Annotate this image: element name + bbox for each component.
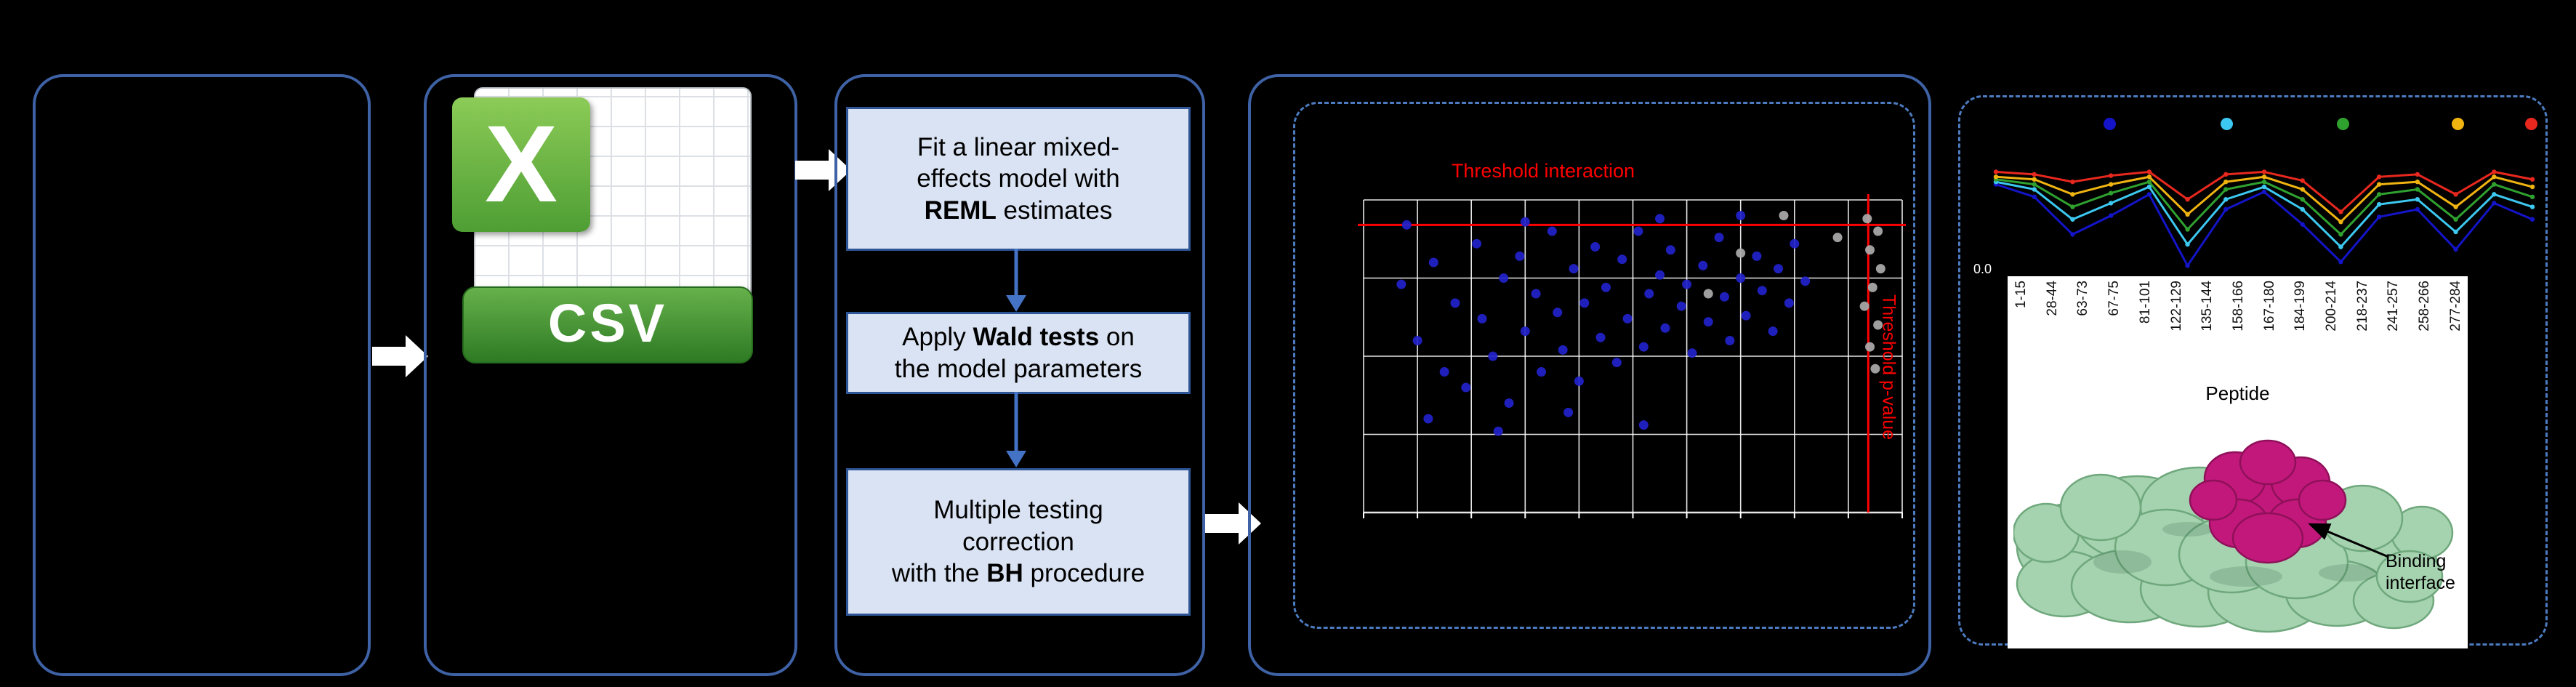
peptide-tick-label: 184-199 <box>2293 281 2309 332</box>
csv-banner-label: CSV <box>462 286 753 363</box>
uptake-line-chart <box>1990 109 2540 280</box>
peptide-tick-label: 277-284 <box>2447 281 2463 332</box>
step-text-line: REML estimates <box>924 196 1113 225</box>
binding-interface-label: Binding interface <box>2386 551 2455 593</box>
step-text-line: Multiple testing <box>933 496 1103 525</box>
peptide-tick-label: 258-266 <box>2417 281 2433 332</box>
series-legend-dot <box>2104 118 2116 130</box>
peptide-tick-label: 218-237 <box>2354 281 2370 332</box>
input-panel <box>33 74 371 676</box>
scatter-plot-svg <box>1358 194 1906 518</box>
peptide-tick-label: 135-144 <box>2199 281 2215 332</box>
result-white-box: 1-15 28-44 63-73 67-75 81-101 122-129 135-144 1… <box>2008 276 2468 648</box>
peptide-tick-label: 241-257 <box>2386 281 2402 332</box>
y-axis-tick-label: 0.0 <box>1973 262 1992 276</box>
peptide-tick-label: 158-166 <box>2230 281 2246 332</box>
peptide-tick-label: 167-180 <box>2261 281 2277 332</box>
step-bh-box: Multiple testing correction with the BH pr… <box>846 468 1191 616</box>
threshold-interaction-label: Threshold interaction <box>1451 160 1635 182</box>
excel-x-logo: X <box>452 97 590 232</box>
csv-file-icon: X CSV <box>452 81 759 372</box>
peptide-tick-label: 28-44 <box>2044 281 2060 316</box>
step-text-line: Apply Wald tests on <box>902 323 1135 352</box>
scatter-plot <box>1358 194 1906 518</box>
uptake-line-chart-svg <box>1993 169 2535 268</box>
peptide-tick-label: 67-75 <box>2106 281 2122 316</box>
flow-arrow-icon <box>1205 502 1261 545</box>
down-arrow-icon <box>1006 249 1026 312</box>
series-legend-dot <box>2452 118 2464 130</box>
peptide-tick-label: 63-73 <box>2075 281 2091 316</box>
series-legend-dot <box>2525 118 2537 130</box>
step-text-line: the model parameters <box>894 354 1143 383</box>
scatter-dashed-frame <box>1293 102 1915 629</box>
scatter-panel <box>1248 74 1931 676</box>
step-text-line: Fit a linear mixed- <box>917 132 1120 161</box>
csv-panel <box>424 74 797 676</box>
threshold-pvalue-label: Threshold p-value <box>1878 294 1899 441</box>
step-text-line: with the BH procedure <box>891 559 1146 588</box>
step-wald-box: Apply Wald tests on the model parameters <box>846 312 1191 394</box>
step-text-line: effects model with <box>917 164 1120 193</box>
peptide-tick-label: 1-15 <box>2013 281 2029 309</box>
protein-structure-image <box>2013 439 2454 633</box>
peptide-axis-title: Peptide <box>2205 382 2270 404</box>
flow-arrow-icon <box>372 335 428 377</box>
step-text-line: correction <box>962 527 1074 556</box>
series-legend <box>1990 109 2540 138</box>
step-reml-box: Fit a linear mixed-effects model with REM… <box>846 107 1191 251</box>
peptide-tick-label: 122-129 <box>2168 281 2184 332</box>
peptide-tick-label: 81-101 <box>2137 281 2153 324</box>
peptide-axis: 1-15 28-44 63-73 67-75 81-101 122-129 135-144 1… <box>2008 276 2468 385</box>
peptide-tick-label: 200-214 <box>2324 281 2339 332</box>
series-legend-dot <box>2221 118 2233 130</box>
series-legend-dot <box>2337 118 2349 130</box>
pipeline-panel <box>834 74 1205 676</box>
down-arrow-icon <box>1006 392 1026 467</box>
